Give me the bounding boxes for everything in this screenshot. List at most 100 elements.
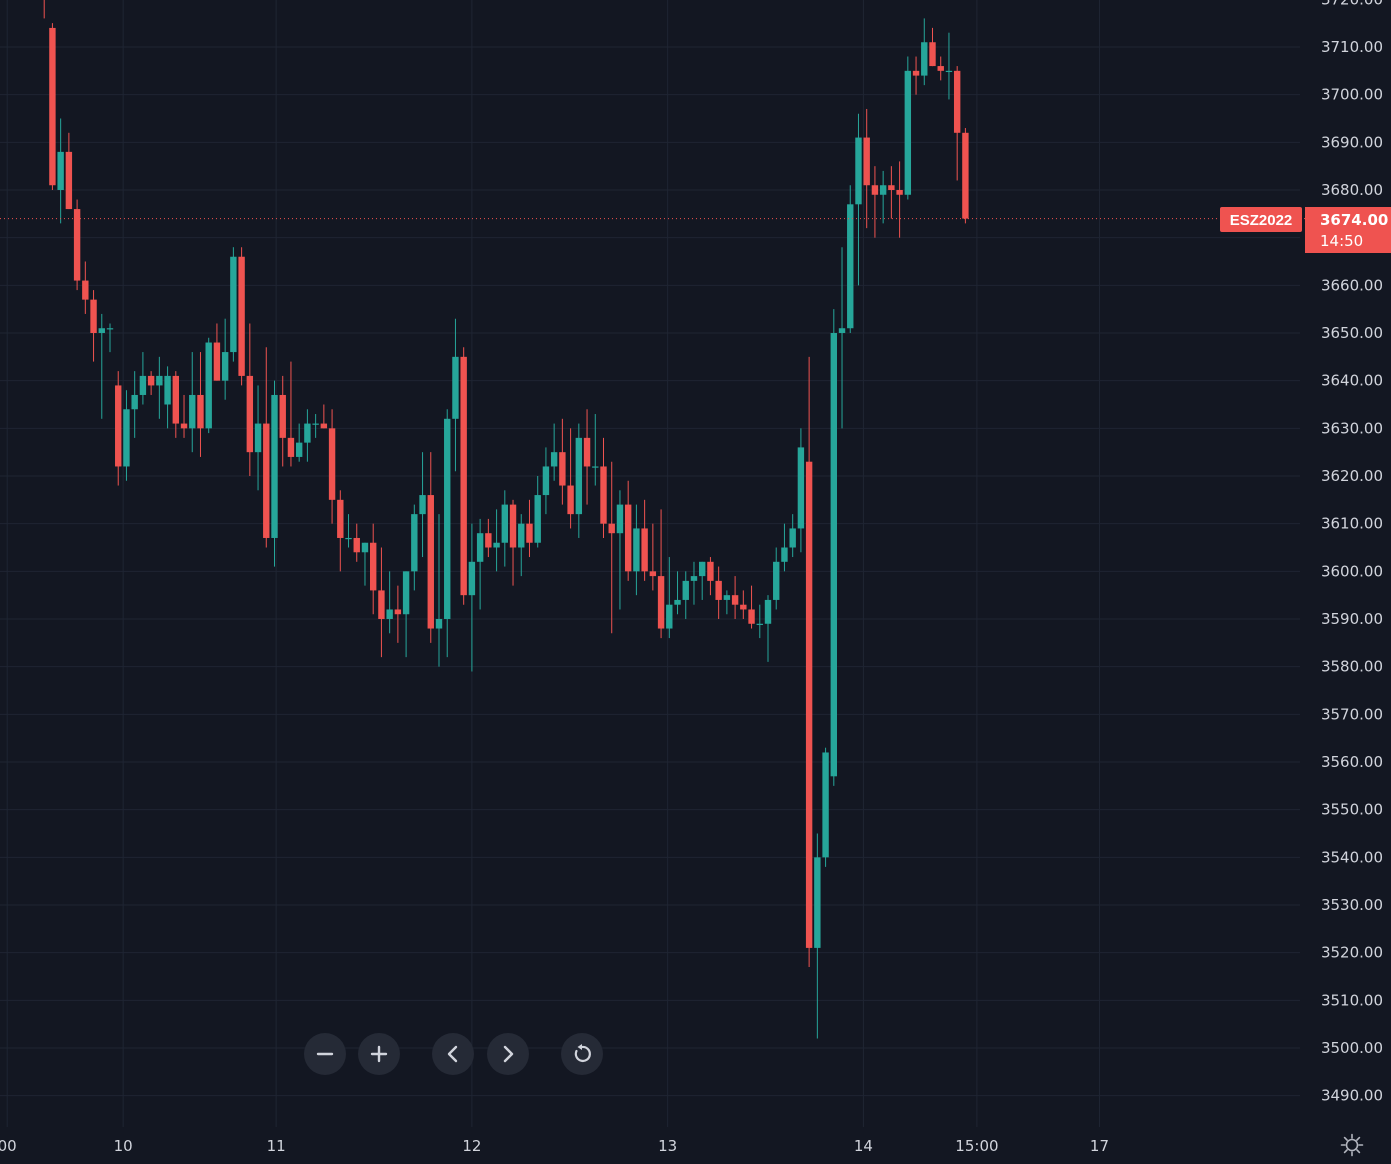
candle: [106, 323, 114, 353]
candle-body: [131, 394, 138, 410]
candle-body: [608, 523, 615, 534]
candle: [57, 118, 64, 224]
symbol-badge: [1220, 207, 1302, 232]
candle: [699, 561, 706, 600]
candle-body: [378, 590, 385, 620]
candle: [888, 166, 895, 219]
candle-body: [361, 542, 369, 553]
chevron-right-icon: [503, 1045, 514, 1063]
gear-icon: [1340, 1133, 1364, 1157]
candle-body: [180, 423, 188, 429]
candle: [221, 318, 229, 400]
candle: [633, 504, 640, 596]
candle: [115, 371, 122, 486]
plus-icon: [370, 1045, 388, 1063]
candle: [131, 371, 138, 438]
candle: [476, 518, 484, 610]
candle: [43, 0, 45, 19]
candle-body: [814, 857, 821, 948]
candle: [822, 747, 829, 867]
candle-body: [73, 209, 81, 281]
candle-body: [781, 547, 788, 562]
candle: [575, 423, 583, 538]
candle-body: [616, 504, 624, 534]
zoom-in-button[interactable]: [358, 1033, 400, 1075]
candle-body: [123, 409, 130, 467]
candle-body: [213, 342, 221, 381]
price-tick-label: 3680.00: [1321, 181, 1383, 199]
candle-body: [411, 514, 418, 572]
candle-body: [427, 495, 434, 629]
candle-body: [559, 452, 566, 486]
candle: [378, 547, 385, 658]
candle-body: [764, 599, 772, 624]
candle: [197, 352, 204, 457]
candle: [600, 437, 607, 538]
candle-body: [279, 394, 286, 438]
candle: [773, 547, 780, 610]
candle: [871, 166, 879, 238]
candle-body: [254, 423, 262, 453]
price-tick-label: 3600.00: [1321, 562, 1383, 580]
candle: [542, 447, 550, 515]
chart-settings-button[interactable]: [1338, 1131, 1366, 1159]
zoom-out-button[interactable]: [304, 1033, 346, 1075]
candle-body: [370, 542, 377, 591]
chevron-left-icon: [447, 1045, 458, 1063]
price-tick-label: 3570.00: [1321, 705, 1383, 723]
candle-body: [953, 70, 961, 133]
candle-body: [707, 561, 714, 581]
candle-body: [731, 595, 739, 605]
candle: [180, 394, 188, 438]
candle: [49, 23, 56, 191]
candle-body: [567, 485, 574, 515]
scroll-left-button[interactable]: [432, 1033, 474, 1075]
candle-body: [912, 70, 920, 76]
candle: [452, 318, 459, 472]
candle: [460, 347, 467, 605]
candle-body: [106, 328, 114, 330]
scroll-right-button[interactable]: [487, 1033, 529, 1075]
candle-body: [937, 66, 944, 71]
candle: [246, 323, 254, 477]
candle-body: [666, 604, 673, 629]
time-tick-label: 14: [854, 1137, 873, 1155]
candle: [312, 414, 319, 438]
candle: [73, 199, 81, 291]
candle: [715, 566, 722, 620]
candle-body: [921, 42, 928, 76]
candle: [674, 571, 681, 615]
time-tick-label: 15:00: [955, 1137, 998, 1155]
candle: [616, 490, 624, 610]
candle: [370, 523, 377, 615]
price-tick-label: 3700.00: [1321, 86, 1383, 104]
price-tick-label: 3540.00: [1321, 848, 1383, 866]
candle: [567, 428, 574, 529]
time-tick-label: 11: [267, 1137, 286, 1155]
price-axis[interactable]: 3720.003710.003700.003690.003680.003670.…: [1321, 0, 1383, 1105]
candle: [82, 261, 89, 314]
candle: [690, 561, 698, 605]
time-axis[interactable]: 00 10 11 12 13 14 15:00 17: [0, 1137, 1109, 1155]
candle-body: [723, 595, 731, 600]
candle-body: [871, 185, 879, 195]
candle: [583, 409, 591, 505]
candle: [271, 380, 278, 567]
candle-body: [715, 580, 722, 600]
reset-chart-button[interactable]: [561, 1033, 603, 1075]
candle-body: [929, 42, 936, 67]
candle-body: [896, 190, 903, 195]
candle: [263, 347, 270, 548]
candle-body: [468, 561, 476, 596]
candle-body: [287, 437, 295, 457]
candle: [353, 523, 360, 562]
candle-body: [789, 528, 796, 548]
candle: [139, 352, 147, 405]
candle: [805, 356, 813, 967]
price-tick-label: 3500.00: [1321, 1039, 1383, 1057]
price-tick-label: 3580.00: [1321, 658, 1383, 676]
candle-body: [624, 504, 632, 572]
candle-body: [657, 576, 665, 629]
